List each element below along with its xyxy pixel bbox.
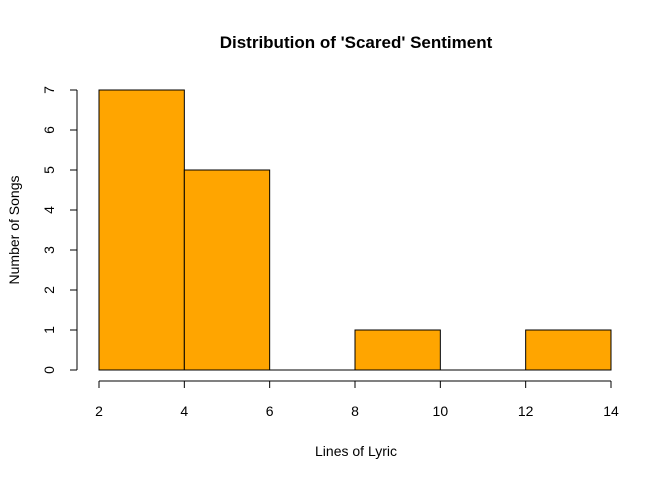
y-axis: 0 1 2 3 4 5 6 7 [41, 86, 78, 374]
x-tick-label: 2 [95, 403, 103, 419]
y-tick-label: 6 [41, 126, 57, 134]
y-tick-label: 4 [41, 206, 57, 214]
x-axis-label: Lines of Lyric [315, 443, 397, 459]
histogram-bar-2-4 [98, 89, 185, 371]
y-tick-label: 0 [41, 366, 57, 374]
x-tick-label: 4 [180, 403, 188, 419]
y-tick-label: 2 [41, 286, 57, 294]
histogram-bar-8-10 [354, 329, 441, 371]
x-tick-label: 14 [603, 403, 619, 419]
y-tick-label: 5 [41, 166, 57, 174]
x-tick-label: 12 [518, 403, 534, 419]
y-axis-label: Number of Songs [6, 176, 22, 285]
x-tick-label: 6 [266, 403, 274, 419]
x-tick-label: 8 [351, 403, 359, 419]
x-tick-label: 10 [433, 403, 449, 419]
bars-group [98, 89, 612, 371]
histogram-bar-4-6 [183, 169, 271, 371]
chart-title: Distribution of 'Scared' Sentiment [220, 33, 493, 52]
y-tick-label: 3 [41, 246, 57, 254]
histogram-bar-12-14 [525, 329, 612, 371]
y-tick-label: 1 [41, 326, 57, 334]
x-axis: 2 4 6 8 10 12 14 [95, 380, 619, 419]
y-tick-label: 7 [41, 86, 57, 94]
